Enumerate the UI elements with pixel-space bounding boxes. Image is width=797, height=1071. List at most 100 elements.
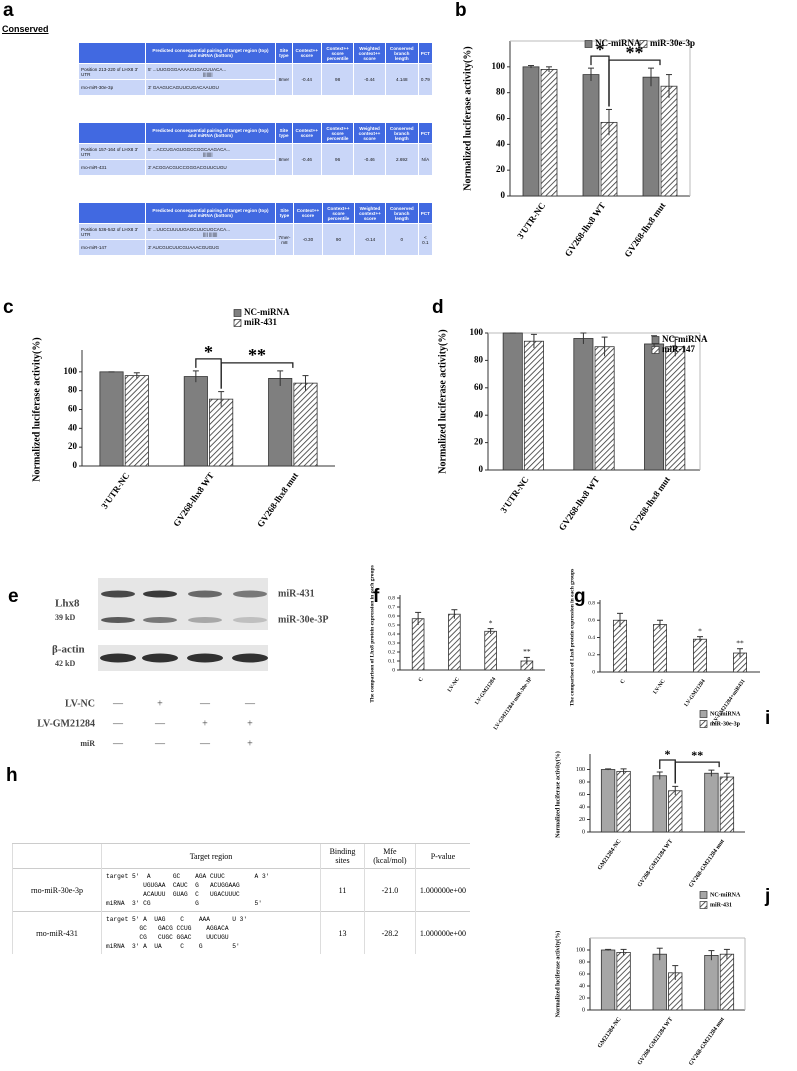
bar — [665, 346, 686, 471]
y-axis-label: Normalized luciferase activity(%) — [31, 337, 42, 481]
row-sign: — — [112, 718, 124, 729]
y-tick-label: 0 — [582, 829, 585, 835]
table-row: rno-miR-30e-3p target 5' A GC AGA CUUC A … — [12, 868, 470, 912]
table-row: Position 536-542 of LHX8 3' UTR 5' ...UUC… — [78, 223, 434, 256]
header-cell: Weighted context++ score — [353, 202, 387, 224]
table-cell: -21.0 — [363, 868, 416, 912]
y-tick-label: 40 — [579, 804, 585, 810]
annotation: * — [596, 39, 605, 59]
blot-band — [188, 590, 222, 598]
target-table: Predicted consequential pairing of targe… — [78, 42, 434, 96]
table-cell: 5' ...UUCCUUUUGAGCUUCUGCACA... |||| |||||… — [145, 223, 276, 240]
bar — [99, 371, 124, 467]
x-tick-label: 3'UTR-NC — [515, 201, 547, 241]
table-cell: rno-miR-431 — [12, 911, 102, 954]
header-cell: Target region — [101, 843, 321, 869]
table-row: rno-miR-431 3' ACGGACGUCCGGGACGUUCUGU — [78, 159, 433, 176]
table-cell: -0.30 — [292, 223, 324, 256]
bar — [502, 332, 523, 471]
table-cell: 2.692 — [384, 143, 419, 176]
table-cell: Position 536-542 of LHX8 3' UTR — [78, 223, 146, 240]
blot-band — [101, 617, 135, 623]
panel-letter: d — [432, 297, 444, 318]
table-cell: -0.44 — [353, 63, 386, 96]
target-sequence: 5' ...ACCUGAGUGGCCGGCAAGACA... — [148, 146, 231, 152]
y-tick-label: 0.1 — [388, 658, 395, 664]
y-tick-label: 0.6 — [588, 618, 595, 624]
blot-band — [101, 590, 135, 598]
y-tick-label: 0.4 — [588, 635, 595, 641]
y-tick-label: 0 — [479, 464, 484, 474]
table-cell: 0.79 — [417, 63, 434, 96]
bar — [719, 776, 735, 833]
row-sign: — — [199, 738, 211, 749]
bar — [652, 953, 667, 1011]
y-tick-label: 40 — [474, 409, 484, 419]
y-tick-label: 0.2 — [388, 649, 395, 655]
table-cell: 90 — [322, 223, 355, 256]
table-row: rno-miR-431 target 5' A UAG C AAA U 3' GC… — [12, 911, 470, 954]
legend-swatch — [584, 40, 593, 48]
bar — [644, 343, 665, 471]
y-axis-label: Normalized luciferase activity(%) — [462, 46, 473, 190]
table-cell: 5' ...UUGGGGAAAACUGACUUACA... |||||||| — [145, 63, 276, 80]
legend-label: miR-431 — [244, 317, 277, 327]
legend-label: NC-miRNA — [662, 334, 708, 344]
row-sign: — — [112, 738, 124, 749]
blot-band — [143, 590, 177, 598]
panel-letter: e — [8, 586, 19, 607]
table-cell: rno-miR-431 — [78, 159, 146, 176]
legend-swatch — [699, 901, 708, 909]
blot-label: miR-431 — [278, 588, 315, 599]
panel-letter: c — [3, 297, 14, 318]
blot-band — [232, 653, 268, 663]
annotation: * — [665, 747, 671, 761]
header-cell: Context++ score — [291, 122, 322, 144]
y-axis-label: Normalized luciferase activity(%) — [437, 329, 448, 473]
bar — [209, 398, 234, 467]
header-cell: Conserved branch length — [384, 42, 419, 64]
header-cell — [78, 122, 146, 144]
header-cell: Weighted context++ score — [353, 42, 386, 64]
y-tick-label: 20 — [68, 441, 78, 451]
header-cell: Context++ score percentile — [320, 122, 355, 144]
legend-swatch — [651, 336, 660, 344]
blot-band — [142, 653, 178, 663]
x-tick-label: GM21284-NC — [597, 1016, 623, 1049]
blot-label: 42 kD — [55, 659, 75, 668]
table-cell: rno-miR-30e-3p — [12, 868, 102, 912]
header-cell: Context++ score — [291, 42, 322, 64]
row-sign: — — [112, 698, 124, 709]
table-cell: 3' ACGGACGUCCGGGACGUUCUGU — [145, 159, 276, 176]
x-tick-label: 3'UTR-NC — [99, 471, 131, 511]
table-cell: 3' GAAGUCAGUUCUGACAAUGU — [145, 79, 276, 96]
y-tick-label: 0.5 — [388, 622, 395, 628]
annotation: * — [204, 342, 213, 362]
y-tick-label: 80 — [579, 779, 585, 785]
table-cell: rno-miR-147 — [78, 239, 146, 256]
header-cell: PCT — [417, 202, 434, 224]
x-tick-label: GV268-lhx8 WT — [557, 475, 602, 533]
bar — [268, 378, 293, 467]
table-cell: 7mer-m8 — [275, 223, 294, 256]
blot-band — [233, 590, 267, 598]
table-cell: target 5' A UAG C AAA U 3' GC GACG CCUG … — [101, 911, 321, 954]
blot-band — [187, 653, 223, 663]
bar — [484, 630, 497, 671]
legend-label: NC-miRNA — [710, 711, 741, 717]
header-cell: Binding sites — [320, 843, 365, 869]
blot-band — [233, 617, 267, 623]
bar — [668, 790, 683, 833]
blot-label: Lhx8 — [55, 598, 80, 610]
header-cell: Predicted consequential pairing of targe… — [145, 42, 276, 64]
x-tick-label: C — [418, 676, 425, 683]
legend-swatch — [699, 710, 708, 718]
y-tick-label: 20 — [579, 995, 585, 1001]
table-title: Conserved — [2, 24, 49, 34]
prediction-table: Target region Binding sites Mfe (kcal/mol)… — [12, 843, 470, 954]
header-cell: Context++ score percentile — [320, 42, 355, 64]
bracket — [220, 362, 294, 389]
target-line: miRNA 3' A UA C G 5' — [106, 943, 240, 950]
